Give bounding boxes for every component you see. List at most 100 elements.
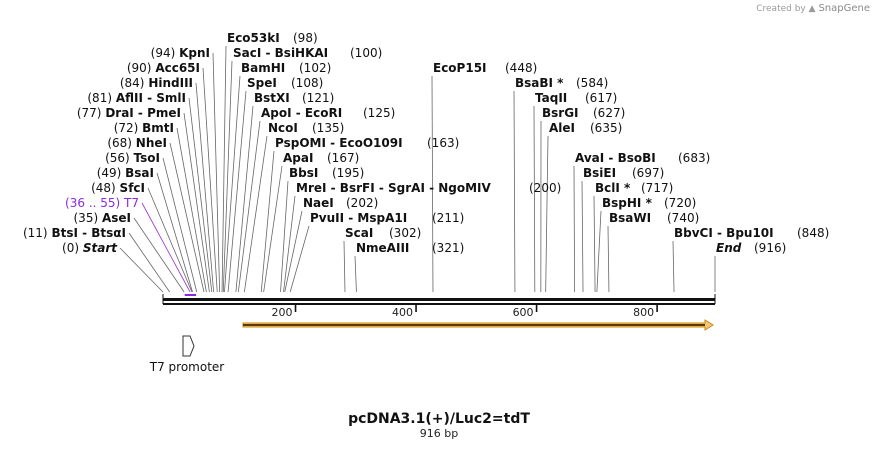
site-aflii-smli: (81) AflII - SmlI [87,91,186,105]
leader-naei [284,210,303,293]
site-position-apoi-ecori: (125) [363,106,395,120]
site-name: AseI [102,211,131,225]
leader-lines [119,45,716,293]
site-apai: ApaI [283,151,313,165]
sequence-backbone [162,294,716,305]
leader-pvuii-mspa1i [289,225,310,293]
tick-label-400: 400 [392,306,413,319]
site-bsphi: BspHI * [602,196,653,210]
site-position-ncoi: (135) [312,121,344,135]
site-name: TsoI [134,151,160,165]
site-name: Acc65I [155,61,200,75]
site-position: (0) [62,241,83,255]
site-position-pspomi-ecoo109i: (163) [427,136,459,150]
leader-taqii [533,105,536,293]
site-position-bcli: (717) [641,181,673,195]
leader-apai [263,165,283,293]
site-bbvci-bpu10i: BbvCI - Bpu10I [674,226,774,240]
site-name: AflII - SmlI [116,91,186,105]
site-saci-bsihkai: SacI - BsiHKAI [233,46,328,60]
strand-top [163,298,715,301]
site-position-bbsi: (195) [332,166,364,180]
leader-kpni [212,52,221,293]
leader-t7 [141,202,191,293]
site-position: (77) [77,106,105,120]
leader-pspomi-ecoo109i [260,150,275,293]
site-acc65i: (90) Acc65I [127,61,200,75]
leader-start [119,247,164,293]
site-ecop15i: EcoP15I [433,61,487,75]
leader-bbvci-bpu10i [672,240,675,293]
site-bmti: (72) BmtI [114,121,174,135]
snapgene-credit: Created by ▲ SnapGene [756,3,870,14]
site-position: (68) [107,136,135,150]
leader-btsi-bts-i [128,232,170,293]
features: T7 promoter [149,294,714,374]
site-bsabi: BsaBI * [515,76,564,90]
leader-nhei [169,142,205,293]
credit-brand: SnapGene [818,3,870,14]
site-position: (81) [87,91,115,105]
site-name: Start [83,241,118,255]
site-mrei-bsrfi-sgrai-ngomiv: MreI - BsrFI - SgrAI - NgoMIV [296,181,492,195]
site-position: (72) [114,121,142,135]
leader-bsabi [513,90,516,293]
site-bsrgi: BsrGI [542,106,579,120]
site-eco53ki: Eco53kI [227,31,280,45]
site-position-end: (916) [754,241,786,255]
leader-ncoi [243,135,268,293]
site-position-bsiei: (697) [632,166,664,180]
map-title: pcDNA3.1(+)/Luc2=tdT [348,411,530,427]
site-position-bstxi: (121) [302,91,334,105]
site-btsi-bts-i: (11) BtsI - BtsαI [23,226,126,240]
site-hindiii: (84) HindIII [120,76,193,90]
site-taqii: TaqII [535,91,567,105]
site-alei: AleI [549,121,575,135]
site-position: (11) [23,226,51,240]
site-bcli: BclI * [595,181,631,195]
map-length: 916 bp [420,427,458,440]
site-name: BtsI - BtsαI [51,226,126,240]
site-position-avai-bsobi: (683) [678,151,710,165]
site-labels: (0) Start(11) BtsI - BtsαI(35) AseI(36 .… [23,31,829,255]
site-position: (36 .. 55) [65,196,124,210]
leader-bstxi [235,105,254,293]
site-pvuii-mspa1i: PvuII - MspA1I [310,211,407,225]
site-position-bsawi: (740) [667,211,699,225]
orf-core-line [243,324,705,326]
leader-aflii-smli [188,97,213,293]
leader-hindiii [195,82,215,293]
leader-asei [133,217,185,293]
site-name: KpnI [179,46,210,60]
site-position: (48) [91,181,119,195]
snapgene-logo-icon: ▲ [808,4,816,14]
leader-avai-bsobi [573,165,575,293]
site-position-bsphi: (720) [664,196,696,210]
site-position-pvuii-mspa1i: (211) [432,211,464,225]
site-bamhi: BamHI [241,61,285,75]
site-bsawi: BsaWI [609,211,651,225]
site-name: HindIII [148,76,193,90]
leader-spei [227,90,247,293]
tick-label-800: 800 [633,306,654,319]
site-naei: NaeI [303,196,334,210]
site-pspomi-ecoo109i: PspOMI - EcoO109I [275,136,403,150]
leader-sfci [147,187,193,293]
site-end: End [716,241,742,255]
site-position-bsabi: (584) [576,76,608,90]
t7-promoter-bar [184,294,197,296]
site-position: (90) [127,61,155,75]
leader-mrei-bsrfi-sgrai-ngomiv [283,195,296,293]
site-position-bsrgi: (627) [593,106,625,120]
tick-label-200: 200 [272,306,293,319]
site-position-saci-bsihkai: (100) [350,46,382,60]
site-position-bamhi: (102) [299,61,331,75]
leader-bbsi [280,180,289,293]
site-position-alei: (635) [590,121,622,135]
site-position-nmeaiii: (321) [432,241,464,255]
site-position: (49) [97,166,125,180]
site-kpni: (94) KpnI [151,46,210,60]
site-name: T7 [123,196,139,210]
site-position-spei: (108) [291,76,323,90]
